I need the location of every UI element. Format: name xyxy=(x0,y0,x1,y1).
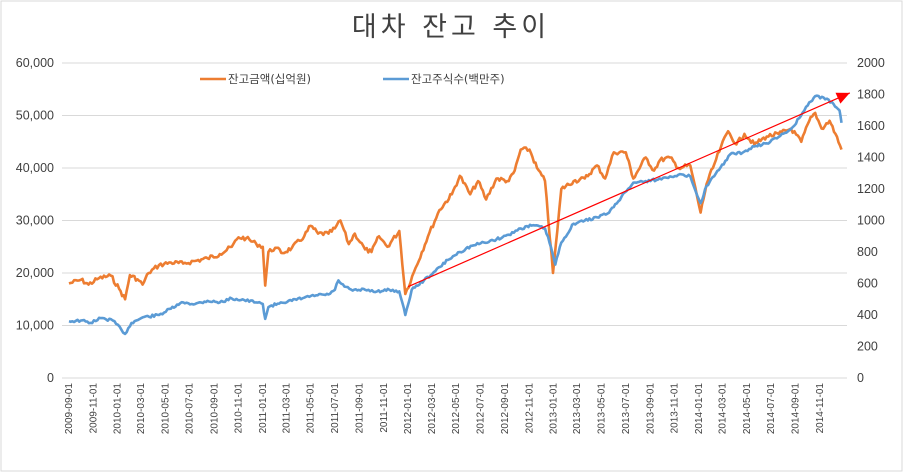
y-left-tick-label: 0 xyxy=(47,371,54,385)
x-tick-label: 2012-07-01 xyxy=(476,383,487,435)
x-tick-label: 2010-07-01 xyxy=(185,383,196,435)
y-right-tick-label: 1600 xyxy=(857,119,885,133)
y-right-tick-label: 800 xyxy=(857,245,878,259)
x-tick-label: 2011-01-01 xyxy=(258,383,269,434)
legend: 잔고금액(십억원) 잔고주식수(백만주) xyxy=(200,72,505,86)
series-line-amount xyxy=(68,111,843,301)
y-right-tick-label: 1800 xyxy=(857,88,885,102)
y-left-tick-label: 30,000 xyxy=(16,214,54,228)
x-tick-label: 2012-05-01 xyxy=(451,383,462,435)
y-left-tick-label: 40,000 xyxy=(16,161,54,175)
x-tick-label: 2011-09-01 xyxy=(355,383,366,434)
legend-label-shares: 잔고주식수(백만주) xyxy=(411,72,505,86)
x-axis: 2009-09-01 2009-11-01 2010-01-01 2010-03-01… xyxy=(64,383,826,435)
x-tick-label: 2013-03-01 xyxy=(572,383,583,435)
x-tick-label: 2011-03-01 xyxy=(281,383,292,434)
x-tick-label: 2009-09-01 xyxy=(64,383,75,435)
trend-arrow-line xyxy=(407,92,851,288)
y-right-tick-label: 1200 xyxy=(857,182,885,196)
x-tick-label: 2011-11-01 xyxy=(379,383,390,433)
y-right-tick-label: 2000 xyxy=(857,56,885,70)
legend-label-amount: 잔고금액(십억원) xyxy=(228,72,311,86)
chart-title: 대차 잔고 추이 xyxy=(352,12,550,43)
x-tick-label: 2010-11-01 xyxy=(234,383,245,434)
x-tick-label: 2014-05-01 xyxy=(742,383,753,435)
x-tick-label: 2010-01-01 xyxy=(113,383,124,435)
y-right-tick-label: 1400 xyxy=(857,151,885,165)
x-tick-label: 2010-03-01 xyxy=(136,383,147,435)
x-tick-label: 2009-11-01 xyxy=(88,383,99,434)
x-tick-label: 2014-07-01 xyxy=(766,383,777,435)
x-tick-label: 2012-03-01 xyxy=(427,383,438,435)
series-line-shares xyxy=(68,94,843,336)
x-tick-label: 2013-09-01 xyxy=(645,383,656,435)
x-tick-label: 2010-05-01 xyxy=(160,383,171,435)
y-left-tick-label: 50,000 xyxy=(16,109,54,123)
x-tick-label: 2012-01-01 xyxy=(403,383,414,435)
y-right-tick-label: 600 xyxy=(857,277,878,291)
y-right-tick-label: 400 xyxy=(857,308,878,322)
y-left-tick-label: 10,000 xyxy=(16,319,54,333)
x-tick-label: 2013-11-01 xyxy=(670,383,681,434)
x-tick-label: 2012-11-01 xyxy=(524,383,535,434)
y-left-tick-label: 60,000 xyxy=(16,56,54,70)
x-tick-label: 2013-05-01 xyxy=(597,383,608,435)
x-tick-label: 2011-05-01 xyxy=(306,383,317,434)
y-right-tick-label: 200 xyxy=(857,340,878,354)
y-axis-left: 0 10,000 20,000 30,000 40,000 50,000 60,000 xyxy=(16,56,54,385)
x-tick-label: 2010-09-01 xyxy=(209,383,220,435)
x-tick-label: 2014-09-01 xyxy=(791,383,802,435)
x-tick-label: 2014-03-01 xyxy=(717,383,728,435)
x-tick-label: 2013-01-01 xyxy=(549,383,560,435)
x-tick-label: 2014-01-01 xyxy=(694,383,705,435)
trend-arrow-head xyxy=(835,92,850,104)
y-axis-right: 0 200 400 600 800 1000 1200 1400 1600 1800 2000 xyxy=(857,56,885,385)
y-right-tick-label: 0 xyxy=(857,371,864,385)
series-group xyxy=(68,92,851,336)
y-left-tick-label: 20,000 xyxy=(16,266,54,280)
x-tick-label: 2012-09-01 xyxy=(500,383,511,435)
x-tick-label: 2013-07-01 xyxy=(621,383,632,435)
x-tick-label: 2011-07-01 xyxy=(330,383,341,434)
x-tick-label: 2014-11-01 xyxy=(815,383,826,434)
y-right-tick-label: 1000 xyxy=(857,214,885,228)
gridlines xyxy=(62,62,847,379)
